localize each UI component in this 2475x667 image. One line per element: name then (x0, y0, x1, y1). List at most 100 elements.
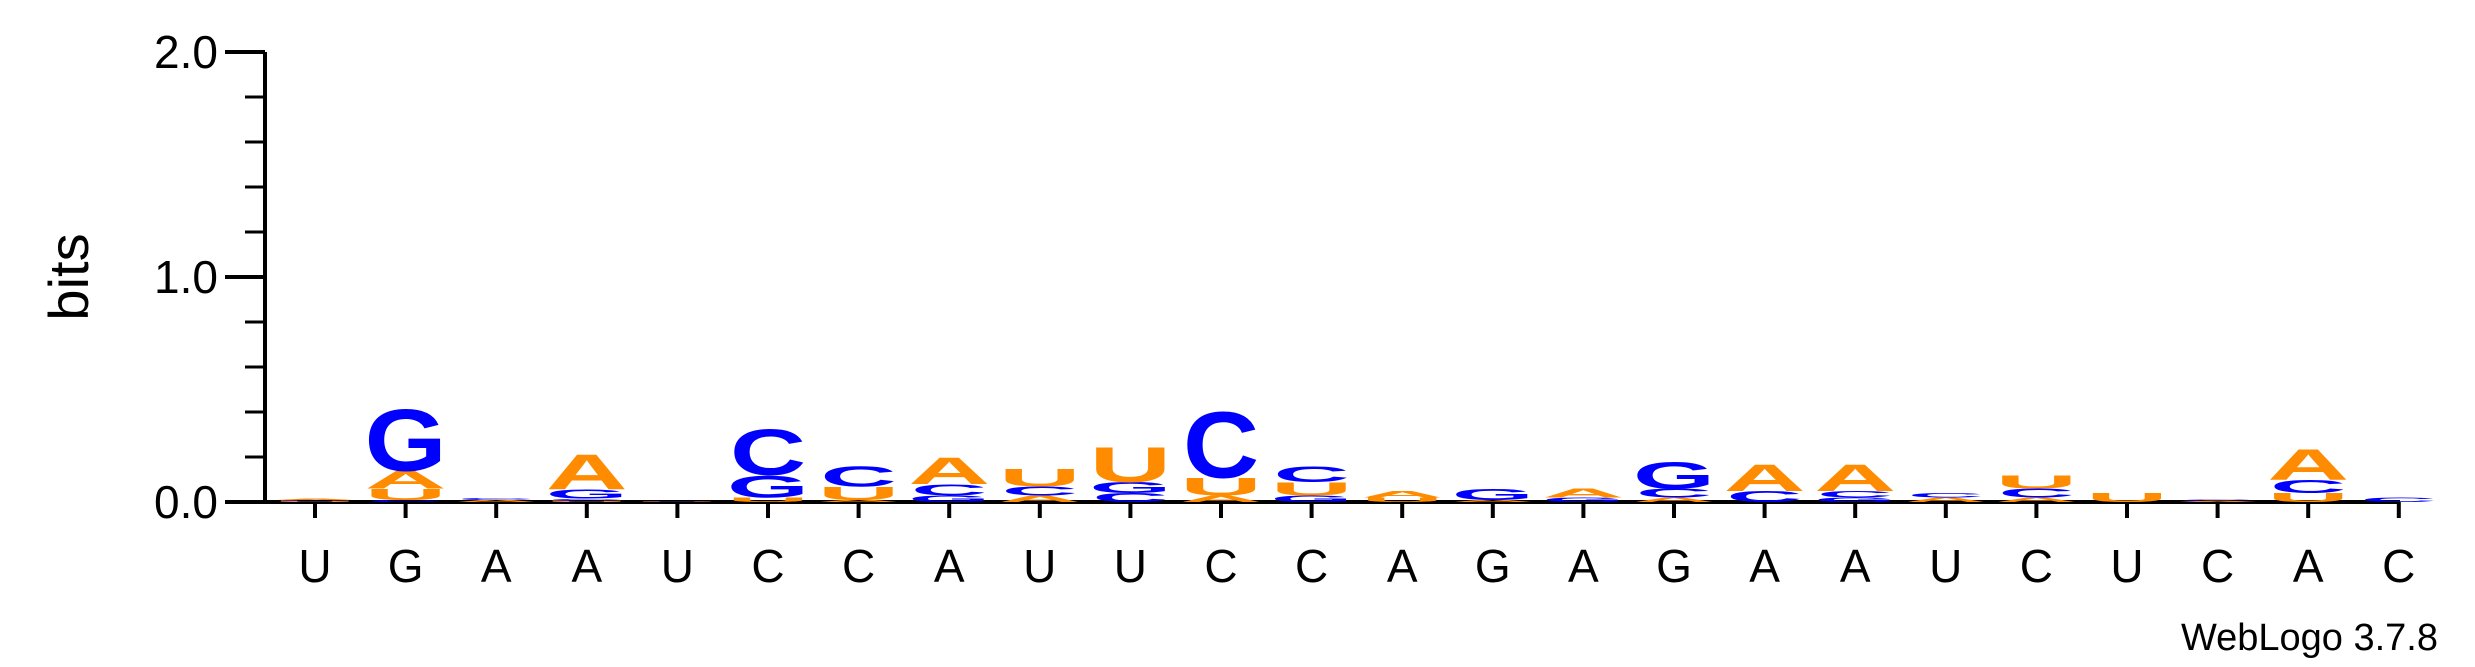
x-tick-label: C (1295, 540, 1328, 592)
logo-letter-A: A (2177, 501, 2259, 503)
logo-letter-U: U (999, 464, 1081, 492)
logo-letter-A: A (1542, 486, 1624, 500)
logo-letter-A: A (818, 499, 900, 503)
logo-letter-A: A (274, 498, 356, 500)
logo-letter-G: G (1452, 486, 1534, 504)
logo-letter-A: A (365, 466, 447, 494)
logo-stack: AUC (818, 461, 900, 504)
logo-letter-C: C (821, 461, 897, 493)
x-tick-label: U (2110, 540, 2143, 592)
logo-letter-C: C (277, 499, 353, 501)
logo-letter-C: C (1727, 488, 1803, 506)
logo-stack: CGU (1089, 436, 1171, 505)
logo-stack: UC (636, 500, 718, 502)
logo-stack: CA (1724, 456, 1806, 505)
logo-letter-C: C (639, 500, 715, 501)
logo-letter-U: U (1995, 472, 2077, 493)
x-tick-label: C (1204, 540, 1237, 592)
logo-letter-G: G (1271, 493, 1353, 504)
x-tick-label: C (751, 540, 784, 592)
x-tick-label: A (1840, 540, 1871, 592)
logo-letter-U: U (2086, 491, 2168, 505)
logo-letter-U: U (1180, 473, 1262, 501)
logo-letter-A: A (455, 499, 537, 503)
logo-stack: AC (2177, 499, 2259, 502)
logo-letter-U: U (727, 496, 809, 503)
logo-letter-A: A (1180, 494, 1262, 505)
x-tick-label: A (1568, 540, 1599, 592)
logo-stack: AC (455, 497, 537, 503)
x-tick-label: U (661, 540, 694, 592)
logo-letter-G: G (1542, 496, 1624, 503)
logo-stack: UA (1361, 489, 1443, 503)
logo-letter-C: C (2361, 496, 2437, 503)
logo-letter-C: C (1817, 489, 1893, 500)
x-tick-label: U (1114, 540, 1147, 592)
logo-stack: GUC (1271, 462, 1353, 504)
x-tick-label: C (842, 540, 875, 592)
logo-letter-G: G (908, 493, 990, 504)
logo-letter-C: C (1274, 462, 1350, 487)
logo-letter-C: C (2180, 499, 2256, 501)
logo-letter-U: U (818, 483, 900, 504)
logo-letter-A: A (1452, 499, 1534, 503)
x-tick-label: G (1475, 540, 1511, 592)
logo-letter-U: U (1089, 436, 1171, 493)
x-tick-label: A (1749, 540, 1780, 592)
logo-letter-A: A (1633, 496, 1715, 503)
logo-letter-G: G (727, 470, 809, 505)
logo-letter-A: A (1724, 456, 1806, 498)
x-tick-label: G (1656, 540, 1692, 592)
logo-letter-G: G (1633, 454, 1715, 496)
logo-letter-A: A (1995, 496, 2077, 503)
logo-stack: GCA (1814, 456, 1896, 503)
logo-letter-A: A (546, 444, 628, 501)
logo-letter-C: C (1908, 492, 1984, 499)
x-tick-label: A (571, 540, 602, 592)
logo-letter-U: U (546, 501, 628, 503)
logo-letter-C: C (911, 481, 987, 499)
logo-letter-G: G (1089, 479, 1171, 497)
y-ticks: 0.0 1.0 2.0 (154, 26, 265, 528)
logo-stack: UCA (2267, 440, 2349, 505)
logo-letter-C: C (1092, 491, 1168, 505)
logo-stack: UGC (727, 415, 809, 504)
x-tick-label: A (1387, 540, 1418, 592)
logo-stack: UCA (274, 498, 356, 502)
logo-letter-U: U (636, 501, 718, 502)
logo-letter-C: C (2270, 476, 2346, 497)
logo-stack: C (2361, 496, 2437, 503)
weblogo-credit: WebLogo 3.7.8 (2181, 617, 2438, 659)
logo-letter-C: C (549, 498, 625, 501)
logo-letter-A: A (1905, 496, 1987, 503)
x-tick-label: C (2382, 540, 2415, 592)
logo-letter-U: U (2267, 491, 2349, 505)
logo-letter-A: A (1361, 489, 1443, 500)
logo-letter-C: C (458, 497, 534, 500)
logo-letter-C: C (368, 499, 444, 502)
x-tick-label: A (2293, 540, 2324, 592)
logo-letter-C: C (1183, 392, 1259, 498)
x-tick-label: U (1023, 540, 1056, 592)
logo-letter-A: A (1814, 456, 1896, 498)
logo-stack: GCA (908, 450, 990, 504)
x-tick-label: G (388, 540, 424, 592)
logo-stack: ACU (1995, 472, 2077, 504)
logo-letter-U: U (274, 501, 356, 503)
logo-letter-C: C (1002, 484, 1078, 498)
logo-letter-A: A (2267, 440, 2349, 489)
logo-stack: AG (1452, 486, 1534, 504)
logo-letter-A: A (908, 450, 990, 492)
x-tick-label: C (2020, 540, 2053, 592)
y-tick-label: 1.0 (154, 251, 218, 303)
y-tick-label: 2.0 (154, 26, 218, 78)
x-tick-label: A (481, 540, 512, 592)
logo-letter-U: U (1271, 478, 1353, 499)
logo-letter-G: G (1814, 496, 1896, 503)
logo-letter-C: C (1998, 486, 2074, 500)
